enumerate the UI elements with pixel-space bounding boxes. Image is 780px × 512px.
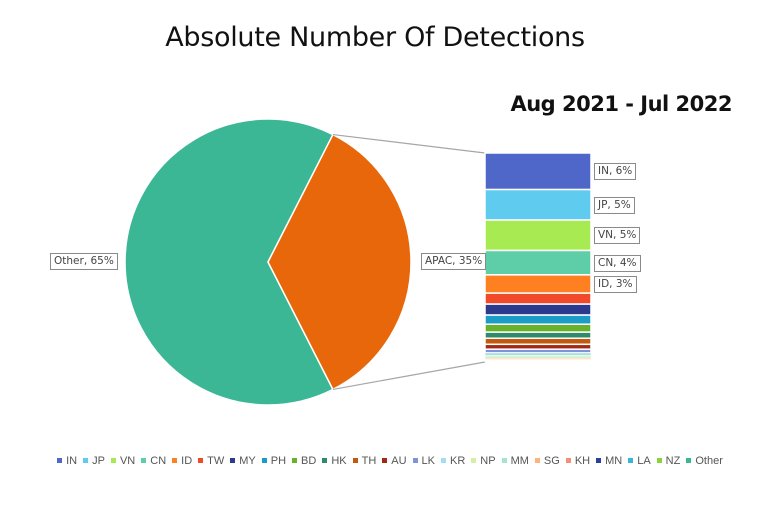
legend-item-hk: HK (322, 455, 347, 467)
legend-label: LA (637, 455, 651, 467)
legend-swatch-icon (565, 457, 571, 463)
legend-item-kr: KR (441, 455, 465, 467)
legend-swatch-icon (471, 457, 477, 463)
chart-date-range: Aug 2021 - Jul 2022 (510, 92, 732, 116)
legend-swatch-icon (596, 457, 602, 463)
legend-label: MM (510, 455, 529, 467)
legend-item-au: AU (382, 455, 407, 467)
legend-item-tw: TW (198, 455, 224, 467)
chart-title: Absolute Number Of Detections (165, 22, 585, 53)
legend-item-vn: VN (110, 455, 136, 467)
legend-label: JP (92, 455, 105, 467)
legend-swatch-icon (83, 457, 89, 463)
legend-item-bd: BD (292, 455, 316, 467)
bar-segment-cn (484, 249, 592, 276)
legend-swatch-icon (141, 457, 147, 463)
legend-swatch-icon (441, 457, 447, 463)
legend-item-jp: JP (83, 455, 105, 467)
legend-item-other: Other (686, 455, 723, 467)
legend-swatch-icon (412, 457, 418, 463)
legend-label: VN (119, 455, 136, 467)
legend-swatch-icon (656, 457, 662, 463)
bar-segment-kr (484, 352, 592, 356)
label-in: IN, 6% (594, 163, 637, 181)
legend-swatch-icon (110, 457, 116, 463)
label-vn: VN, 5% (594, 227, 641, 245)
legend-item-in: IN (57, 455, 77, 467)
legend-label: IN (66, 455, 78, 467)
legend-swatch-icon (628, 457, 634, 463)
legend-swatch-icon (501, 457, 507, 463)
legend-item-my: MY (230, 455, 256, 467)
bar-segment-vn (484, 219, 592, 252)
legend-swatch-icon (382, 457, 388, 463)
legend-label: KR (450, 455, 466, 467)
legend-item-th: TH (352, 455, 377, 467)
bar-segment-tw (484, 292, 592, 305)
bar-segment-my (484, 303, 592, 316)
legend-swatch-icon (261, 457, 267, 463)
bar-segment-th (484, 337, 592, 346)
pie-slice-other (124, 118, 334, 406)
pie-slice-apac (267, 133, 412, 391)
legend-item-nz: NZ (656, 455, 681, 467)
legend-swatch-icon (534, 457, 540, 463)
legend-label: PH (270, 455, 287, 467)
stacked-bar-breakdown (484, 152, 592, 363)
bar-segment-bd (484, 323, 592, 333)
connector-line-top (332, 133, 486, 154)
legend-item-la: LA (628, 455, 651, 467)
label-other: Other, 65% (50, 253, 118, 270)
legend-label: CN (150, 455, 167, 467)
legend-label: Other (695, 455, 723, 467)
legend-label: HK (331, 455, 347, 467)
legend-item-ph: PH (261, 455, 287, 467)
legend-label: TW (207, 455, 225, 467)
label-cn: CN, 4% (594, 254, 641, 272)
legend-label: TH (361, 455, 377, 467)
legend-item-mn: MN (596, 455, 622, 467)
bar-segment-hk (484, 331, 592, 339)
legend-item-kh: KH (565, 455, 591, 467)
legend-label: BD (301, 455, 317, 467)
connector-line-bottom (332, 361, 486, 391)
legend-label: NP (480, 455, 496, 467)
legend-label: MY (239, 455, 256, 467)
label-id: ID, 3% (594, 276, 637, 293)
legend-item-mm: MM (501, 455, 529, 467)
legend-swatch-icon (230, 457, 236, 463)
legend-item-cn: CN (141, 455, 166, 467)
legend: IN JP VN CN ID TW MY PH BD HK TH AU LK KR NP MM SG KH MN LA… (0, 455, 780, 467)
legend-swatch-icon (57, 457, 63, 463)
label-jp: JP, 5% (594, 196, 635, 214)
bar-segment-nz (484, 361, 592, 363)
legend-label: ID (181, 455, 193, 467)
legend-swatch-icon (352, 457, 358, 463)
legend-swatch-icon (292, 457, 298, 463)
legend-swatch-icon (198, 457, 204, 463)
label-apac: APAC, 35% (421, 253, 487, 270)
legend-swatch-icon (686, 457, 692, 463)
legend-label: AU (391, 455, 407, 467)
legend-item-sg: SG (534, 455, 560, 467)
legend-item-np: NP (471, 455, 496, 467)
legend-label: KH (574, 455, 591, 467)
legend-item-lk: LK (412, 455, 436, 467)
bar-segment-lk (484, 348, 592, 354)
bar-segment-ph (484, 314, 592, 325)
legend-swatch-icon (172, 457, 178, 463)
legend-item-id: ID (172, 455, 192, 467)
legend-label: SG (543, 455, 560, 467)
legend-label: LK (421, 455, 436, 467)
legend-swatch-icon (322, 457, 328, 463)
bar-segment-jp (484, 188, 592, 221)
legend-label: NZ (665, 455, 681, 467)
legend-label: MN (605, 455, 623, 467)
bar-segment-id (484, 274, 592, 294)
connector-lines (332, 133, 486, 391)
pie (124, 118, 412, 406)
bar-segment-in (484, 152, 592, 191)
